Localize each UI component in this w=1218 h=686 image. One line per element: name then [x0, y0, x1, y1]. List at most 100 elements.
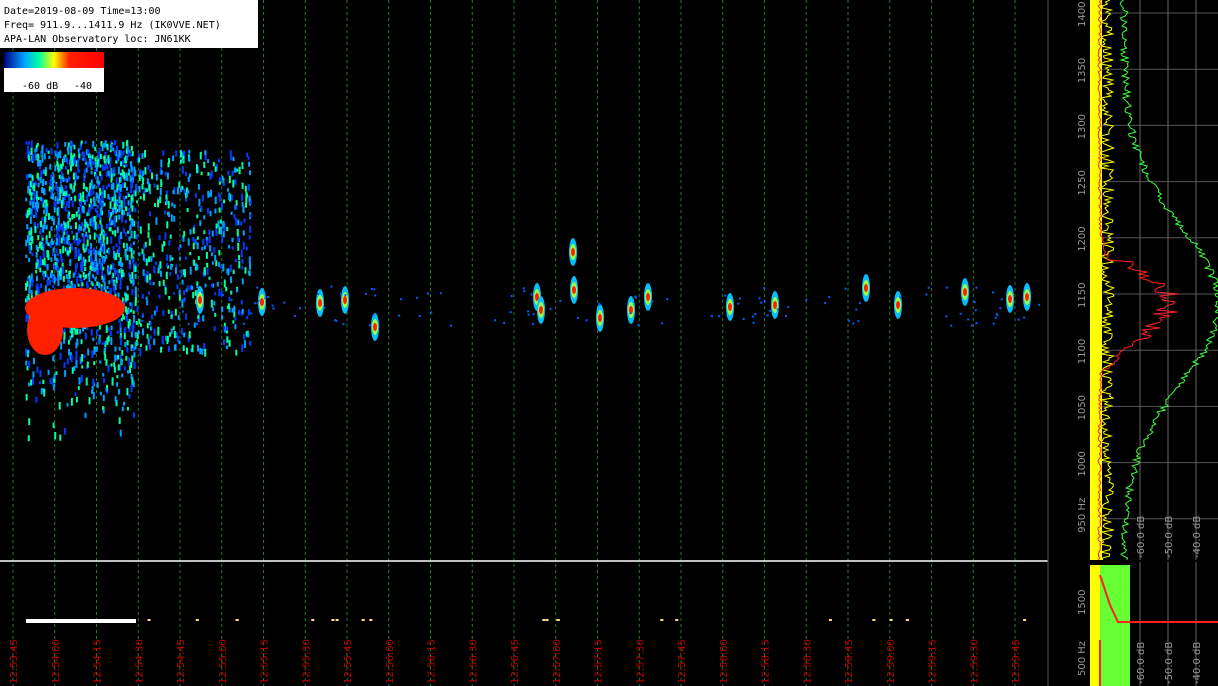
signal — [109, 226, 112, 232]
signal — [824, 302, 827, 305]
signal — [128, 325, 131, 332]
signal — [73, 153, 76, 161]
signal — [60, 253, 63, 261]
signal — [78, 212, 81, 216]
signal — [132, 310, 135, 315]
signal — [176, 284, 179, 290]
signal — [121, 297, 124, 303]
signal — [69, 159, 72, 166]
signal — [79, 145, 82, 150]
signal — [193, 239, 196, 243]
signal — [34, 152, 37, 157]
signal — [241, 344, 244, 352]
signal — [364, 292, 367, 295]
signal — [999, 307, 1002, 310]
signal — [1017, 318, 1020, 321]
signal — [105, 164, 108, 168]
signal — [52, 355, 55, 362]
signal — [126, 387, 129, 396]
signal — [222, 177, 225, 185]
signal — [156, 184, 159, 191]
signal — [132, 190, 135, 196]
signal — [130, 201, 133, 209]
signal — [35, 251, 38, 258]
signal — [142, 177, 145, 185]
signal — [527, 313, 530, 316]
signal — [37, 160, 40, 167]
signal — [68, 196, 71, 204]
signal — [49, 179, 52, 187]
signal — [138, 186, 141, 193]
signal — [109, 215, 112, 223]
signal — [182, 155, 185, 160]
signal — [83, 275, 86, 281]
signal — [62, 176, 65, 182]
signal — [187, 189, 190, 194]
signal — [29, 200, 32, 206]
signal — [50, 240, 53, 244]
signal — [45, 224, 48, 230]
signal — [124, 250, 127, 258]
signal — [122, 242, 125, 249]
signal — [126, 285, 129, 291]
signal — [218, 181, 221, 185]
signal — [131, 257, 134, 264]
signal — [118, 417, 121, 424]
signal — [54, 242, 57, 246]
signal — [91, 154, 94, 160]
signal — [117, 292, 120, 298]
signal — [249, 263, 252, 270]
signal — [98, 237, 101, 243]
signal — [45, 199, 48, 207]
signal — [29, 181, 32, 187]
signal — [171, 202, 174, 207]
signal — [58, 269, 61, 273]
signal — [118, 245, 121, 251]
signal — [107, 335, 110, 342]
signal — [522, 287, 525, 290]
signal — [108, 221, 111, 228]
signal — [125, 314, 128, 322]
signal — [222, 221, 225, 227]
signal — [74, 222, 77, 230]
signal — [33, 192, 36, 199]
db-label: -50.0 dB — [1164, 516, 1175, 558]
signal — [128, 319, 131, 327]
signal — [173, 292, 176, 295]
signal — [264, 297, 267, 300]
signal — [149, 343, 152, 350]
signal — [126, 254, 129, 261]
signal — [106, 143, 109, 150]
signal — [112, 262, 115, 270]
signal — [77, 254, 80, 262]
signal — [223, 279, 226, 288]
signal — [64, 370, 67, 377]
signal — [50, 148, 53, 155]
signal — [144, 187, 147, 193]
signal — [828, 296, 831, 299]
signal — [100, 200, 103, 204]
signal — [549, 307, 552, 310]
signal — [975, 322, 978, 325]
signal — [56, 237, 59, 246]
signal — [234, 324, 237, 330]
signal — [37, 177, 40, 181]
signal — [138, 174, 141, 182]
signal — [175, 150, 178, 157]
signal — [30, 192, 33, 197]
signal — [93, 232, 96, 240]
signal — [116, 355, 119, 361]
signal — [975, 286, 978, 289]
signal — [93, 361, 96, 366]
signal — [102, 394, 105, 401]
signal — [185, 187, 188, 193]
signal — [248, 161, 251, 167]
signal — [223, 199, 226, 204]
signal — [130, 189, 133, 193]
signal — [123, 157, 126, 164]
signal — [77, 238, 80, 245]
signal — [234, 258, 237, 263]
signal — [28, 207, 31, 216]
signal — [158, 294, 161, 299]
signal — [64, 166, 67, 170]
